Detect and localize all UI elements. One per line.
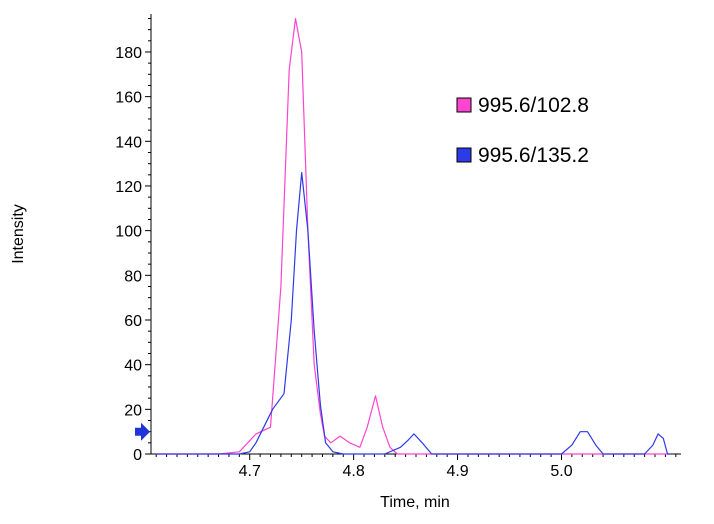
y-tick-label: 140 bbox=[115, 134, 142, 151]
x-tick-label: 4.8 bbox=[343, 463, 365, 480]
y-axis-ticks: 0 20 40 60 80 100 120 140 160 180 bbox=[115, 17, 151, 464]
series-line-1 bbox=[156, 17, 671, 455]
y-tick-label: 100 bbox=[115, 224, 142, 241]
x-tick-label: 4.7 bbox=[239, 463, 261, 480]
y-tick-label: 40 bbox=[124, 358, 142, 375]
y-tick-label: 160 bbox=[115, 90, 142, 107]
x-tick-label: 4.9 bbox=[446, 463, 468, 480]
y-axis-title: Intensity bbox=[10, 204, 27, 264]
y-tick-label: 120 bbox=[115, 179, 142, 196]
y-tick-label: 20 bbox=[124, 402, 142, 419]
x-axis-title: Time, min bbox=[380, 494, 450, 511]
series-group bbox=[156, 17, 671, 455]
y-tick-label: 60 bbox=[124, 313, 142, 330]
y-tick-label: 180 bbox=[115, 45, 142, 62]
legend: 995.6/102.8 995.6/135.2 bbox=[456, 94, 589, 167]
legend-swatch-series-1 bbox=[456, 97, 472, 113]
legend-label-series-2: 995.6/135.2 bbox=[478, 144, 589, 167]
y-tick-label: 0 bbox=[133, 447, 142, 464]
threshold-arrow-icon bbox=[135, 422, 150, 441]
x-tick-label: 5.0 bbox=[550, 463, 572, 480]
y-tick-label: 80 bbox=[124, 268, 142, 285]
x-axis-ticks: 4.7 4.8 4.9 5.0 bbox=[155, 454, 677, 480]
series-line-2 bbox=[156, 172, 671, 455]
legend-swatch-series-2 bbox=[456, 147, 472, 163]
legend-label-series-1: 995.6/102.8 bbox=[478, 94, 589, 117]
